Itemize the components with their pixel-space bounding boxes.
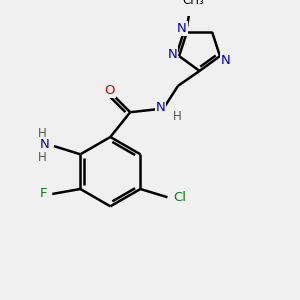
Text: H: H (38, 151, 47, 164)
Text: N: N (221, 54, 231, 67)
Text: N: N (40, 138, 50, 151)
Text: CH₃: CH₃ (183, 0, 204, 7)
Text: F: F (39, 188, 47, 200)
Text: N: N (177, 22, 187, 34)
Text: O: O (104, 84, 115, 97)
Text: N: N (168, 48, 177, 61)
Text: H: H (38, 127, 47, 140)
Text: H: H (173, 110, 182, 123)
Text: Cl: Cl (173, 191, 187, 204)
Text: N: N (156, 101, 165, 114)
